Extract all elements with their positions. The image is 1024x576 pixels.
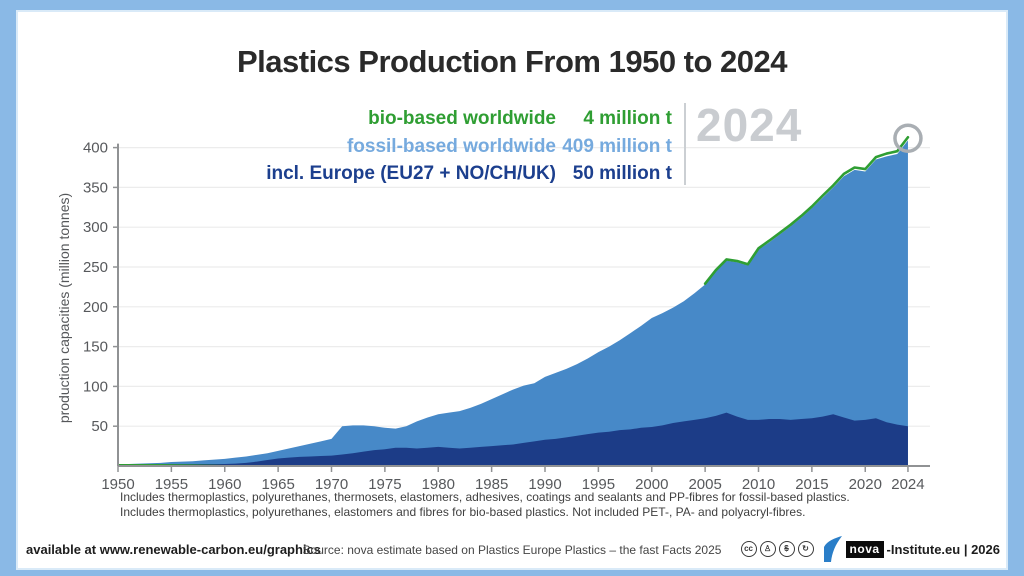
svg-text:2005: 2005 [688, 476, 721, 493]
svg-text:150: 150 [83, 339, 108, 356]
legend-label-europe: incl. Europe (EU27 + NO/CH/UK) [266, 163, 556, 184]
svg-text:200: 200 [83, 299, 108, 316]
legend-value-europe: 50 million t [572, 163, 672, 184]
svg-text:1970: 1970 [315, 476, 348, 493]
plastics-area-chart: 50 100 150 200 250 300 350 400 1950 1955 1960 1965 1… [83, 123, 930, 493]
svg-text:1950: 1950 [101, 476, 134, 493]
svg-text:2024: 2024 [891, 476, 924, 493]
legend-item-bio: bio-based worldwide 4 million t [266, 105, 672, 133]
svg-text:2010: 2010 [742, 476, 775, 493]
page-title: Plastics Production From 1950 to 2024 [236, 44, 788, 79]
svg-text:400: 400 [83, 140, 108, 157]
svg-text:2015: 2015 [795, 476, 828, 493]
svg-text:1980: 1980 [422, 476, 455, 493]
svg-text:2020: 2020 [849, 476, 882, 493]
svg-text:2000: 2000 [635, 476, 668, 493]
svg-text:1995: 1995 [582, 476, 615, 493]
legend-label-bio: bio-based worldwide [368, 108, 556, 129]
cc-by-icon: ♙ [759, 541, 776, 557]
nova-sail-icon [823, 536, 842, 562]
footnote-line-2: Includes thermoplastics, polyurethanes, … [120, 505, 806, 519]
footnote-line-1: Includes thermoplastics, polyurethanes, … [120, 490, 850, 504]
cc-icon: cc [740, 541, 757, 557]
license-and-brand: cc ♙ $ ↻ nova -Institute.eu | 2026 [740, 536, 1000, 562]
svg-text:350: 350 [83, 179, 108, 196]
nova-logo[interactable]: nova [845, 540, 884, 558]
svg-text:1990: 1990 [528, 476, 561, 493]
svg-text:1955: 1955 [155, 476, 188, 493]
source-note: Source: nova estimate based on Plastics … [302, 543, 722, 557]
availability-link[interactable]: available at www.renewable-carbon.eu/gra… [26, 542, 322, 557]
svg-text:250: 250 [83, 259, 108, 276]
svg-text:300: 300 [83, 219, 108, 236]
legend-label-fossil: fossil-based worldwide [346, 135, 556, 157]
svg-text:50: 50 [91, 418, 108, 435]
year-badge: 2024 [696, 99, 803, 151]
content-panel: Plastics Production From 1950 to 2024 pr… [16, 10, 1008, 570]
svg-text:1965: 1965 [261, 476, 294, 493]
legend-year-divider [684, 103, 686, 185]
svg-text:1960: 1960 [208, 476, 241, 493]
legend-value-bio: 4 million t [583, 108, 672, 129]
cc-sa-icon: ↻ [797, 541, 814, 557]
cc-nc-icon: $ [778, 541, 795, 557]
legend-item-fossil: fossil-based worldwide 409 million t [266, 133, 672, 161]
svg-text:1985: 1985 [475, 476, 508, 493]
svg-text:100: 100 [83, 378, 108, 395]
chart-legend: bio-based worldwide 4 million t fossil-b… [266, 105, 672, 188]
svg-text:1975: 1975 [368, 476, 401, 493]
nova-institute-link[interactable]: -Institute.eu | 2026 [886, 541, 1000, 557]
legend-item-europe: incl. Europe (EU27 + NO/CH/UK) 50 millio… [266, 160, 672, 188]
footnotes: Includes thermoplastics, polyurethanes, … [120, 490, 850, 520]
legend-value-fossil: 409 million t [562, 135, 672, 157]
